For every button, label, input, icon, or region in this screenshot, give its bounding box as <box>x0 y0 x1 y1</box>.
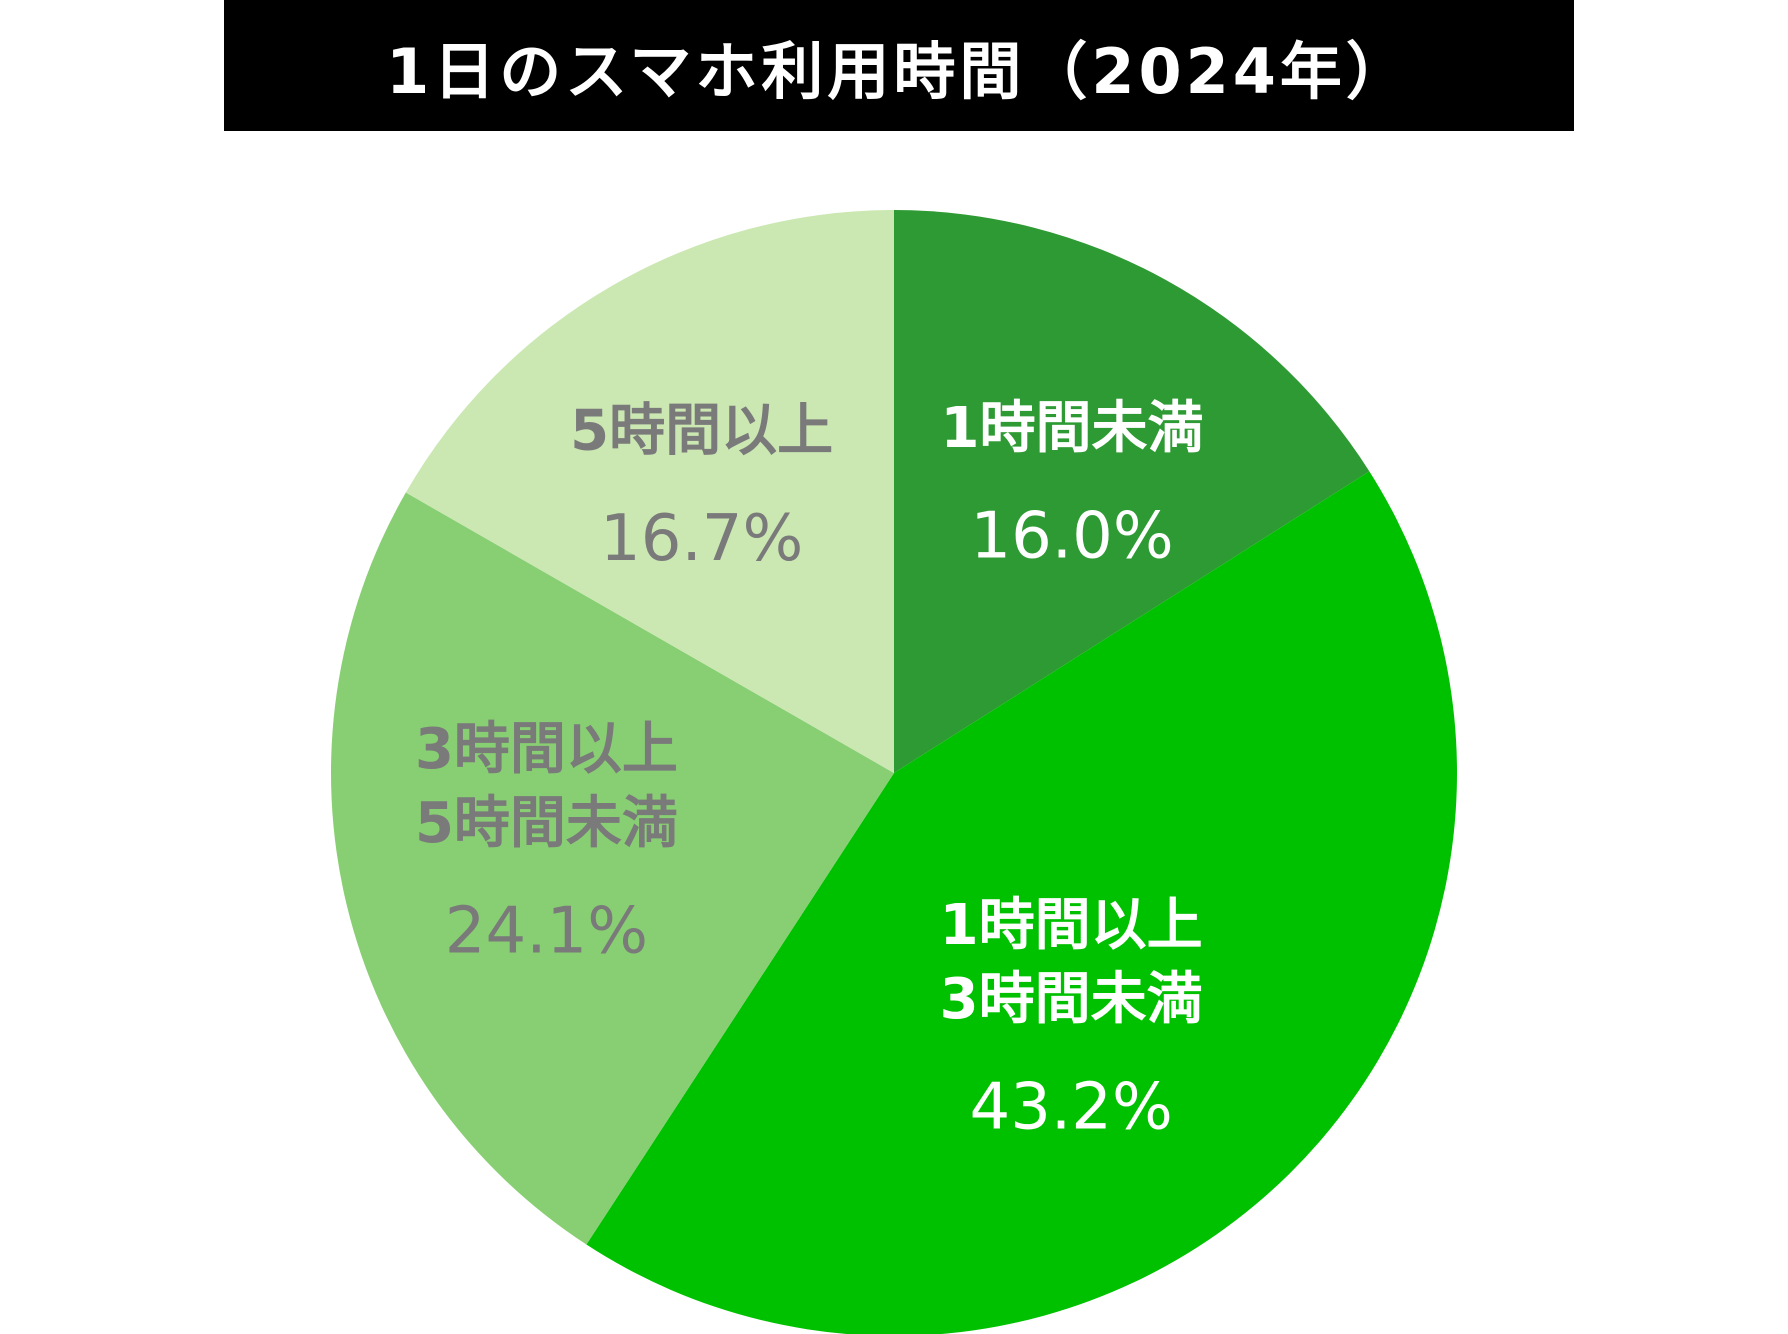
slice-label-group-2: 1時間以上 3時間未満 43.2% <box>940 893 1203 1144</box>
title-bar: 1日のスマホ利用時間（2024年） <box>224 0 1574 131</box>
pie-slices <box>330 210 1457 1334</box>
slice-category-label: 5時間以上 <box>570 399 833 464</box>
slice-category-label: 1時間以上 <box>940 893 1203 958</box>
slice-label-group-3: 3時間以上 5時間未満 24.1% <box>415 717 678 968</box>
pie-slice-1 <box>894 210 1370 773</box>
slice-label-group-1: 1時間未満 16.0% <box>941 396 1204 573</box>
slice-category-label: 3時間以上 <box>415 717 678 782</box>
slice-label-group-4: 5時間以上 16.7% <box>570 399 833 576</box>
slice-value-label: 16.0% <box>970 499 1173 573</box>
slice-value-label: 16.7% <box>600 502 803 576</box>
slice-category-label: 5時間未満 <box>415 791 678 856</box>
slice-value-label: 43.2% <box>969 1071 1172 1145</box>
pie-slice-2 <box>586 471 1457 1334</box>
slice-category-label: 1時間未満 <box>941 396 1204 461</box>
slice-value-label: 24.1% <box>445 894 648 968</box>
slice-category-label: 3時間未満 <box>940 967 1203 1032</box>
pie-slice-3 <box>330 492 894 1245</box>
chart-title: 1日のスマホ利用時間（2024年） <box>386 34 1412 108</box>
pie-slice-4 <box>405 210 894 773</box>
pie-labels: 1時間未満 16.0% 1時間以上 3時間未満 43.2% 3時間以上 5時間未満 24.1%… <box>415 396 1204 1145</box>
